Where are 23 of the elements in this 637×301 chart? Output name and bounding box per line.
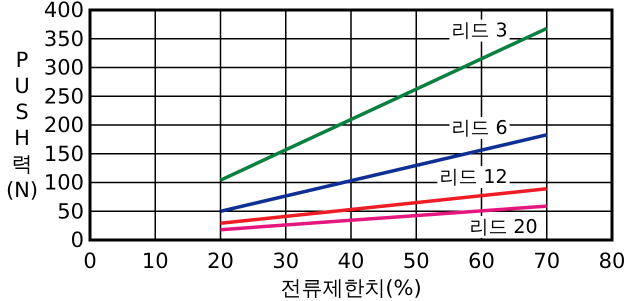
y-tick-label: 50 (57, 199, 84, 224)
x-tick-label: 10 (142, 249, 169, 273)
series-label: 리드 20 (469, 216, 538, 238)
y-tick-label: 100 (44, 170, 84, 194)
y-tick-label: 400 (44, 0, 84, 22)
y-tick-label: 350 (44, 26, 84, 51)
y-tick-label: 250 (44, 84, 84, 108)
y-tick-label: 150 (44, 142, 84, 166)
x-tick-label: 70 (533, 249, 560, 273)
x-tick-label: 50 (402, 249, 430, 273)
x-tick-label: 30 (272, 249, 300, 273)
y-tick-label: 200 (44, 113, 84, 137)
x-tick-label: 60 (468, 249, 495, 273)
x-tick-label: 40 (338, 249, 364, 273)
y-axis-title: PUSH력(N) (6, 48, 38, 202)
y-tick-label: 0 (70, 228, 84, 252)
x-tick-label: 80 (598, 249, 626, 273)
y-tick-label: 300 (44, 56, 84, 80)
series-label: 리드 6 (451, 116, 508, 139)
series-label: 리드 12 (439, 166, 508, 188)
x-axis-title: 전류제한치(%) (280, 276, 422, 300)
x-tick-label: 20 (207, 249, 234, 273)
series-label: 리드 3 (451, 20, 508, 42)
